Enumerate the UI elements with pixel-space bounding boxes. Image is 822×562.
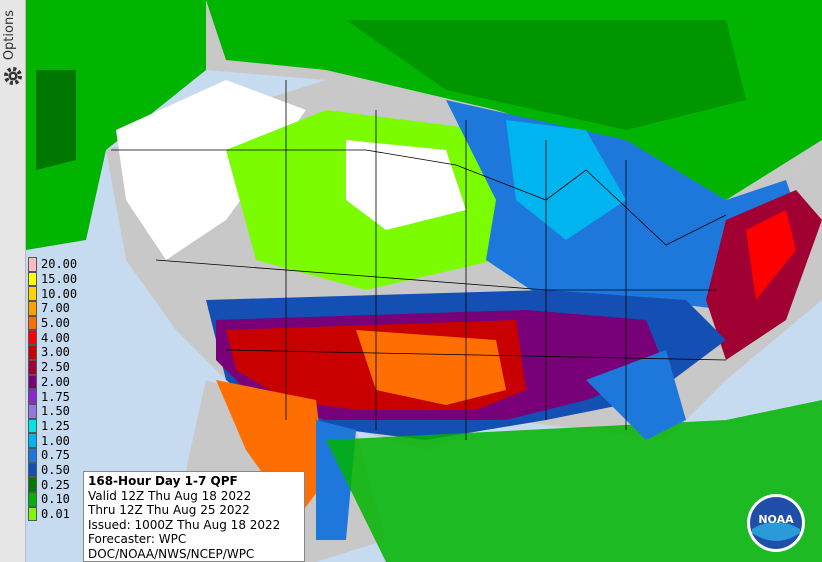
legend-label: 1.50: [41, 404, 70, 419]
info-line: Forecaster: WPC: [88, 532, 187, 547]
precip-map: [26, 0, 822, 562]
legend-row: 15.00: [28, 271, 90, 287]
legend-label: 3.00: [41, 345, 70, 360]
legend-row: 0.25: [28, 477, 90, 492]
legend-label: 1.00: [41, 433, 70, 448]
legend-label: 20.00: [41, 257, 78, 272]
legend-row: 20.00: [28, 257, 90, 272]
info-box: 168-Hour Day 1-7 QPF Valid 12Z Thu Aug 1…: [83, 471, 305, 562]
info-line: Issued: 1000Z Thu Aug 18 2022: [88, 517, 281, 532]
legend-row: 10.00: [28, 286, 90, 302]
legend-label: 1.75: [41, 389, 70, 404]
legend-swatch: [28, 418, 37, 434]
info-line: Valid 12Z Thu Aug 18 2022: [88, 488, 252, 503]
legend-label: 5.00: [41, 316, 70, 331]
legend-label: 0.10: [41, 492, 70, 507]
legend-row: 7.00: [28, 301, 90, 316]
info-line: Thru 12Z Thu Aug 25 2022: [88, 503, 250, 518]
legend-label: 2.50: [41, 360, 70, 375]
legend-swatch: [28, 462, 37, 478]
legend-label: 0.50: [41, 462, 70, 477]
legend-swatch: [28, 330, 37, 346]
legend-swatch: [28, 359, 37, 375]
legend-swatch: [28, 447, 37, 463]
gear-icon[interactable]: [3, 66, 23, 86]
legend-label: 0.75: [41, 448, 70, 463]
legend-row: 0.10: [28, 492, 90, 507]
legend: 20.00 15.00 10.00 7.00 5.00 4.00 3.00 2.50 2.00 1…: [28, 257, 90, 522]
legend-row: 0.01: [28, 506, 90, 522]
legend-row: 1.25: [28, 418, 90, 434]
legend-row: 3.00: [28, 345, 90, 360]
legend-swatch: [28, 492, 37, 507]
legend-row: 2.50: [28, 359, 90, 375]
legend-row: 1.50: [28, 403, 90, 419]
legend-swatch: [28, 506, 37, 522]
legend-row: 0.75: [28, 447, 90, 463]
legend-row: 5.00: [28, 315, 90, 331]
options-sidebar[interactable]: Options: [0, 0, 26, 562]
legend-label: 15.00: [41, 272, 78, 287]
legend-row: 1.00: [28, 433, 90, 448]
legend-label: 0.25: [41, 477, 70, 492]
legend-label: 7.00: [41, 301, 70, 316]
legend-swatch: [28, 374, 37, 390]
noaa-logo[interactable]: NOAA: [746, 493, 806, 553]
legend-label: 1.25: [41, 418, 70, 433]
info-line: DOC/NOAA/NWS/NCEP/WPC: [88, 546, 255, 561]
legend-swatch: [28, 271, 37, 287]
legend-row: 4.00: [28, 330, 90, 346]
legend-row: 0.50: [28, 462, 90, 478]
options-label[interactable]: Options: [2, 10, 17, 61]
legend-swatch: [28, 389, 37, 404]
legend-swatch: [28, 315, 37, 331]
legend-swatch: [28, 477, 37, 492]
legend-row: 2.00: [28, 374, 90, 390]
noaa-text: NOAA: [758, 513, 794, 526]
info-title: 168-Hour Day 1-7 QPF: [88, 474, 238, 488]
legend-swatch: [28, 301, 37, 316]
legend-swatch: [28, 345, 37, 360]
legend-swatch: [28, 257, 37, 272]
legend-label: 0.01: [41, 507, 70, 522]
legend-swatch: [28, 286, 37, 302]
legend-label: 2.00: [41, 374, 70, 389]
legend-row: 1.75: [28, 389, 90, 404]
legend-swatch: [28, 433, 37, 448]
legend-label: 10.00: [41, 286, 78, 301]
legend-swatch: [28, 403, 37, 419]
legend-label: 4.00: [41, 330, 70, 345]
